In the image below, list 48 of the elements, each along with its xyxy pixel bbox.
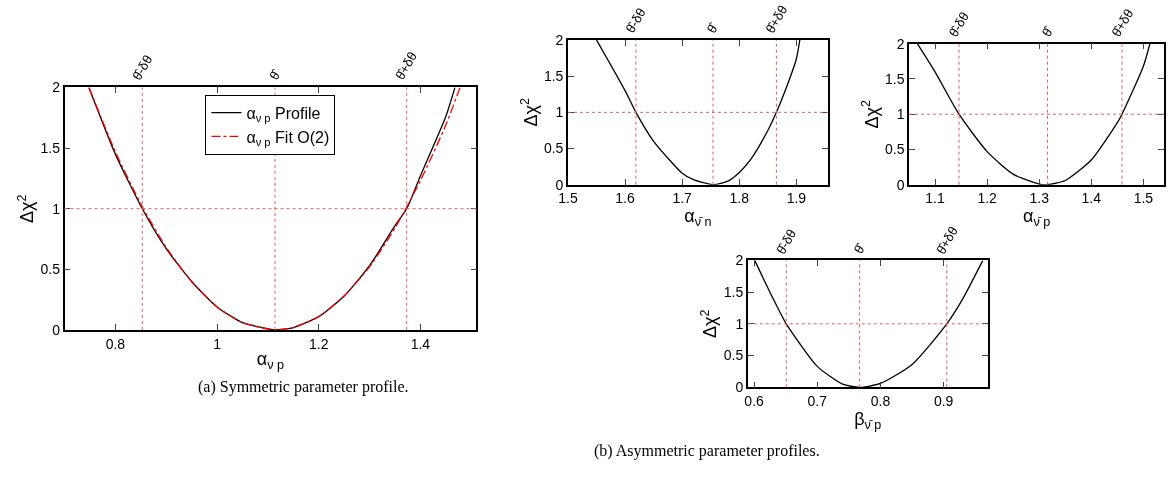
- x-axis-title: β$_{ν̄ p}$: [854, 408, 882, 432]
- legend-label: α$_{ν p}$ Fit O(2): [246, 128, 330, 149]
- ref-line-label: θ̂: [1038, 22, 1057, 40]
- x-tick-label: 1.6: [615, 190, 636, 207]
- x-tick-label: 1.7: [672, 190, 693, 207]
- y-tick-label: 2: [52, 79, 61, 96]
- y-tick-label: 1: [555, 104, 564, 121]
- x-axis-title: α$_{ν̄ p}$: [1022, 206, 1051, 230]
- x-tick-label: 1.8: [729, 190, 750, 207]
- y-tick-label: 1.5: [543, 68, 564, 85]
- y-tick-label: 1: [735, 315, 744, 332]
- x-tick-label: 1.4: [1081, 190, 1102, 207]
- y-tick-label: 2: [735, 252, 744, 269]
- text: (a) Symmetric parameter profile.: [198, 378, 409, 396]
- x-tick-label: 0.9: [933, 392, 954, 409]
- x-tick-label: 0.6: [744, 392, 765, 409]
- y-tick-label: 0.5: [543, 140, 564, 157]
- x-tick-label: 0.8: [870, 392, 891, 409]
- y-tick-label: 0: [896, 176, 905, 193]
- x-tick-label: 1: [213, 335, 222, 352]
- x-tick-label: 1.4: [410, 335, 431, 352]
- y-tick-label: 0: [52, 321, 61, 338]
- x-tick-label: 1.2: [308, 335, 329, 352]
- y-tick-label: 1.5: [884, 70, 905, 87]
- y-tick-label: 1.5: [723, 284, 744, 301]
- ref-line-label: θ̂: [850, 239, 870, 257]
- y-tick-label: 2: [555, 31, 564, 48]
- y-tick-label: 0.5: [723, 347, 744, 364]
- legend-label: α$_{ν p}$ Profile: [246, 104, 321, 125]
- ref-line-label: θ̂: [703, 19, 722, 36]
- x-tick-label: 0.8: [105, 335, 126, 352]
- x-axis-title: α$_{ν p}$: [256, 349, 285, 372]
- text: (b) Asymmetric parameter profiles.: [594, 442, 820, 460]
- x-tick-label: 1.2: [977, 190, 998, 207]
- ref-line-label: θ̂: [266, 66, 285, 83]
- y-tick-label: 0.5: [884, 141, 905, 158]
- x-tick-label: 1.9: [786, 190, 807, 207]
- y-tick-label: 1: [896, 106, 905, 123]
- y-tick-label: 0: [735, 379, 744, 396]
- x-axis-title: α$_{ν̄ n}$: [684, 206, 712, 230]
- x-tick-label: 1.3: [1029, 190, 1050, 207]
- y-tick-label: 1.5: [40, 139, 61, 156]
- x-tick-label: 1.5: [1133, 190, 1154, 207]
- y-tick-label: 0.5: [40, 261, 61, 278]
- x-tick-label: 1.1: [925, 190, 945, 207]
- x-tick-label: 0.7: [807, 392, 828, 409]
- y-tick-label: 0: [555, 176, 564, 193]
- y-tick-label: 2: [896, 35, 905, 52]
